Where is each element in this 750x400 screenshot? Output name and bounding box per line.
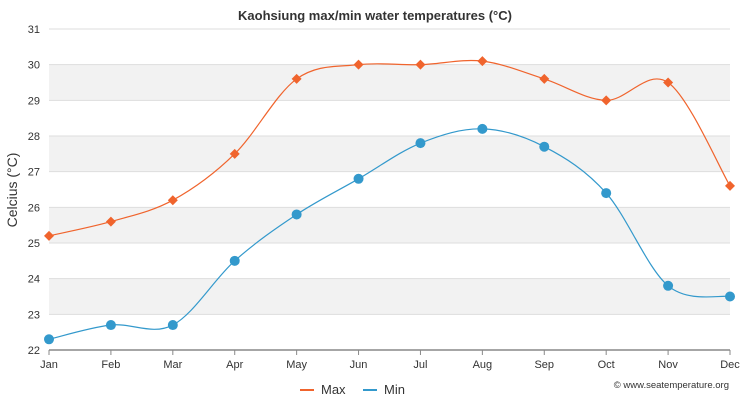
data-point-min[interactable]	[291, 209, 302, 220]
plot-band	[49, 314, 730, 350]
data-point-min[interactable]	[601, 188, 612, 199]
gridlines	[49, 28, 730, 351]
plot-band	[49, 278, 730, 315]
legend-item-max[interactable]: Max	[300, 382, 346, 397]
plot-band	[49, 29, 730, 65]
y-tick-label: 24	[28, 274, 40, 286]
y-tick-label: 23	[28, 309, 40, 321]
plot-band	[49, 64, 730, 101]
data-point-min[interactable]	[353, 173, 364, 184]
x-tick-marks	[48, 350, 731, 355]
data-point-max[interactable]	[601, 95, 612, 106]
x-tick-label: Jun	[350, 359, 368, 371]
y-tick-label: 22	[28, 345, 40, 357]
data-point-max[interactable]	[291, 73, 302, 84]
series-min	[44, 123, 735, 345]
series-max	[44, 56, 735, 241]
x-tick-label: Mar	[163, 359, 182, 371]
x-tick-label: Jul	[413, 359, 427, 371]
plot-band	[49, 171, 730, 208]
y-tick-labels: 22 23 24 25 26 27 28 29 30 31	[28, 24, 40, 357]
y-tick-label: 26	[28, 202, 40, 214]
plot-bands	[49, 29, 730, 350]
x-tick-label: Dec	[720, 359, 740, 371]
y-tick-label: 29	[28, 95, 40, 107]
legend-label-max: Max	[321, 382, 346, 397]
plot-band	[49, 136, 730, 172]
data-point-max[interactable]	[539, 73, 550, 84]
y-tick-label: 27	[28, 167, 40, 179]
y-tick-label: 25	[28, 238, 40, 250]
x-tick-label: Jan	[40, 359, 58, 371]
data-point-min[interactable]	[539, 141, 550, 152]
data-point-min[interactable]	[663, 280, 674, 291]
plot-band	[49, 100, 730, 136]
data-point-min[interactable]	[229, 255, 240, 266]
x-tick-label: Feb	[101, 359, 120, 371]
data-point-max[interactable]	[415, 59, 426, 70]
legend[interactable]: Max Min	[300, 382, 405, 397]
x-tick-label: Apr	[226, 359, 243, 371]
credit-text: © www.seatemperature.org	[614, 380, 729, 391]
plot-band	[49, 207, 730, 243]
x-tick-labels: Jan Feb Mar Apr May Jun Jul Aug Sep Oct Nov Dec	[40, 359, 740, 371]
data-point-min[interactable]	[167, 320, 178, 331]
data-point-max[interactable]	[167, 195, 178, 206]
data-point-max[interactable]	[44, 230, 54, 241]
data-point-max[interactable]	[725, 180, 735, 191]
data-point-max[interactable]	[663, 77, 674, 88]
legend-label-min: Min	[384, 382, 405, 397]
data-point-min[interactable]	[44, 334, 54, 345]
chart-title: Kaohsiung max/min water temperatures (°C…	[238, 8, 512, 23]
y-tick-label: 28	[28, 131, 40, 143]
plot-band	[49, 243, 730, 279]
data-point-max[interactable]	[229, 148, 240, 159]
y-tick-label: 30	[28, 60, 40, 72]
data-point-min[interactable]	[477, 123, 488, 134]
y-tick-label: 31	[28, 24, 40, 36]
data-point-max[interactable]	[105, 216, 116, 227]
data-point-min[interactable]	[105, 320, 116, 331]
data-point-min[interactable]	[725, 291, 735, 302]
series-layer	[44, 56, 735, 345]
y-axis-label: Celcius (°C)	[4, 153, 20, 228]
x-tick-label: Sep	[534, 359, 554, 371]
x-tick-label: Oct	[598, 359, 615, 371]
x-tick-label: Nov	[658, 359, 678, 371]
x-tick-label: May	[286, 359, 307, 371]
legend-item-min[interactable]: Min	[363, 382, 405, 397]
x-tick-label: Aug	[473, 359, 493, 371]
data-point-min[interactable]	[415, 138, 426, 149]
data-point-max[interactable]	[353, 59, 364, 70]
data-point-max[interactable]	[477, 56, 488, 67]
